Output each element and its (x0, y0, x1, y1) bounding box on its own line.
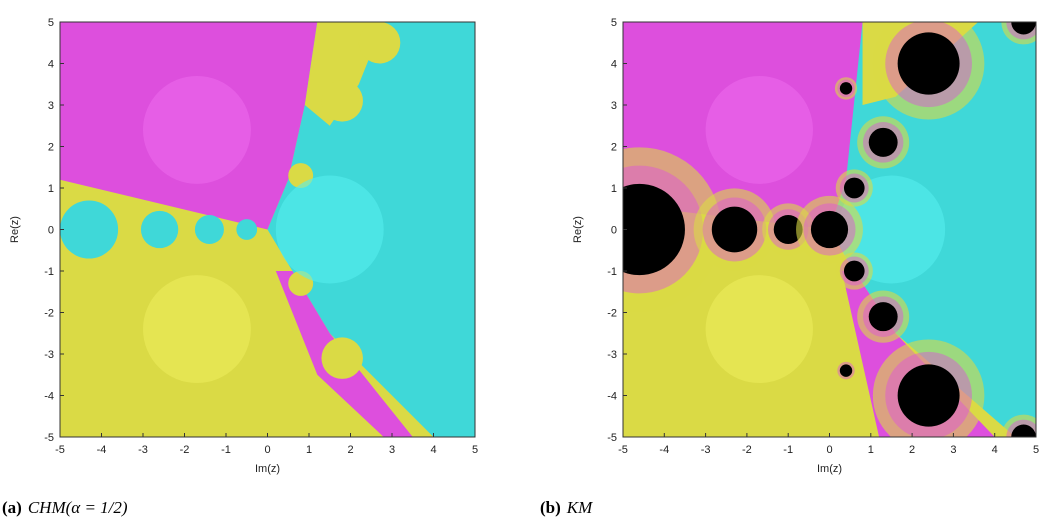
basin-feature (60, 200, 119, 259)
x-tick-label: 0 (826, 444, 832, 456)
x-tick-label: -1 (783, 444, 793, 456)
x-tick-label: -5 (618, 444, 628, 456)
basin-feature (897, 32, 960, 95)
y-tick-label: -5 (44, 432, 54, 444)
x-tick-label: 4 (992, 444, 998, 456)
basin-feature (843, 177, 865, 199)
y-tick-label: -2 (44, 308, 54, 320)
basin-feature (705, 75, 813, 184)
y-tick-label: 5 (48, 17, 54, 29)
y-tick-label: -3 (607, 349, 617, 361)
basin-feature (839, 82, 853, 95)
x-axis-label: Im(z) (817, 463, 842, 475)
y-tick-label: 2 (611, 142, 617, 154)
y-tick-label: 2 (48, 142, 54, 154)
y-tick-label: 3 (48, 100, 54, 112)
y-tick-label: -3 (44, 349, 54, 361)
x-tick-label: -2 (180, 444, 190, 456)
y-tick-label: -2 (607, 308, 617, 320)
caption-label: (b) (540, 498, 561, 517)
basin-feature (1011, 424, 1036, 437)
x-tick-label: 2 (909, 444, 915, 456)
x-tick-label: -4 (659, 444, 669, 456)
basin-feature (194, 214, 224, 245)
y-tick-label: -5 (607, 432, 617, 444)
x-tick-label: 3 (950, 444, 956, 456)
basin-feature (711, 206, 758, 253)
x-tick-label: -4 (97, 444, 107, 456)
basin-feature (358, 22, 401, 64)
basin-plot (623, 22, 1036, 437)
x-tick-label: -2 (742, 444, 752, 456)
x-tick-label: -1 (221, 444, 231, 456)
x-tick-label: 4 (430, 444, 436, 456)
x-tick-label: -3 (701, 444, 711, 456)
basin-feature (1011, 22, 1036, 35)
caption: (a) CHM(α = 1/2) (2, 498, 128, 517)
y-tick-label: 1 (48, 183, 54, 195)
y-tick-label: 4 (611, 59, 617, 71)
basin-feature (868, 302, 898, 332)
basin-plot (60, 22, 475, 437)
y-tick-label: -1 (44, 266, 54, 278)
basin-feature (868, 127, 898, 157)
caption: (b) KM (540, 498, 593, 517)
basin-feature (623, 183, 685, 276)
x-tick-label: 3 (389, 444, 395, 456)
y-axis-label: Re(z) (9, 216, 21, 243)
x-tick-label: 1 (868, 444, 874, 456)
y-tick-label: 0 (48, 225, 54, 237)
basin-feature (897, 364, 960, 427)
basin-feature (140, 210, 179, 249)
y-tick-label: -4 (607, 391, 617, 403)
y-tick-label: 3 (611, 100, 617, 112)
caption-label: (a) (2, 498, 22, 517)
y-tick-label: -1 (607, 266, 617, 278)
x-tick-label: -5 (55, 444, 65, 456)
basin-feature (236, 219, 258, 240)
x-tick-label: 5 (472, 444, 478, 456)
basin-feature (143, 275, 251, 384)
basin-feature (321, 337, 363, 379)
x-tick-label: 0 (264, 444, 270, 456)
basin-feature (705, 275, 813, 384)
basin-feature (143, 75, 251, 184)
basin-feature (275, 175, 384, 284)
basin-feature (773, 214, 803, 245)
y-tick-label: 4 (48, 59, 54, 71)
caption-text: KM (566, 498, 593, 517)
x-tick-label: -3 (138, 444, 148, 456)
basin-feature (810, 210, 849, 249)
x-axis-label: Im(z) (255, 463, 280, 475)
caption-text: CHM(α = 1/2) (28, 498, 128, 517)
y-tick-label: 0 (611, 225, 617, 237)
y-axis-label: Re(z) (572, 216, 584, 243)
y-tick-label: 1 (611, 183, 617, 195)
basin-feature (321, 80, 363, 122)
basin-feature (839, 364, 853, 377)
basin-feature (843, 260, 865, 282)
x-tick-label: 5 (1033, 444, 1039, 456)
y-tick-label: 5 (611, 17, 617, 29)
y-tick-label: -4 (44, 391, 54, 403)
x-tick-label: 1 (306, 444, 312, 456)
x-tick-label: 2 (347, 444, 353, 456)
